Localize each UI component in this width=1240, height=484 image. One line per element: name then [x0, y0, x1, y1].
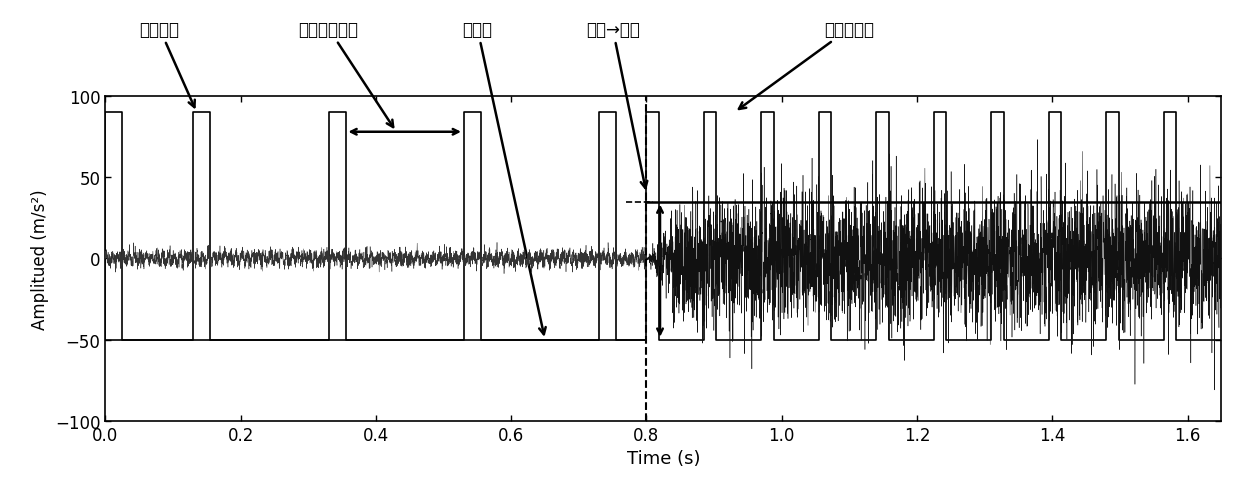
Text: 采样率: 采样率: [463, 20, 546, 334]
Text: 采样率增大: 采样率增大: [739, 20, 874, 110]
X-axis label: Time (s): Time (s): [626, 450, 701, 468]
Y-axis label: Amplitued (m/s²): Amplitued (m/s²): [31, 189, 50, 329]
Text: 正常→故障: 正常→故障: [585, 20, 647, 189]
Text: 脉冲采样: 脉冲采样: [140, 20, 195, 108]
Text: 脉冲采样间隔: 脉冲采样间隔: [299, 20, 393, 128]
